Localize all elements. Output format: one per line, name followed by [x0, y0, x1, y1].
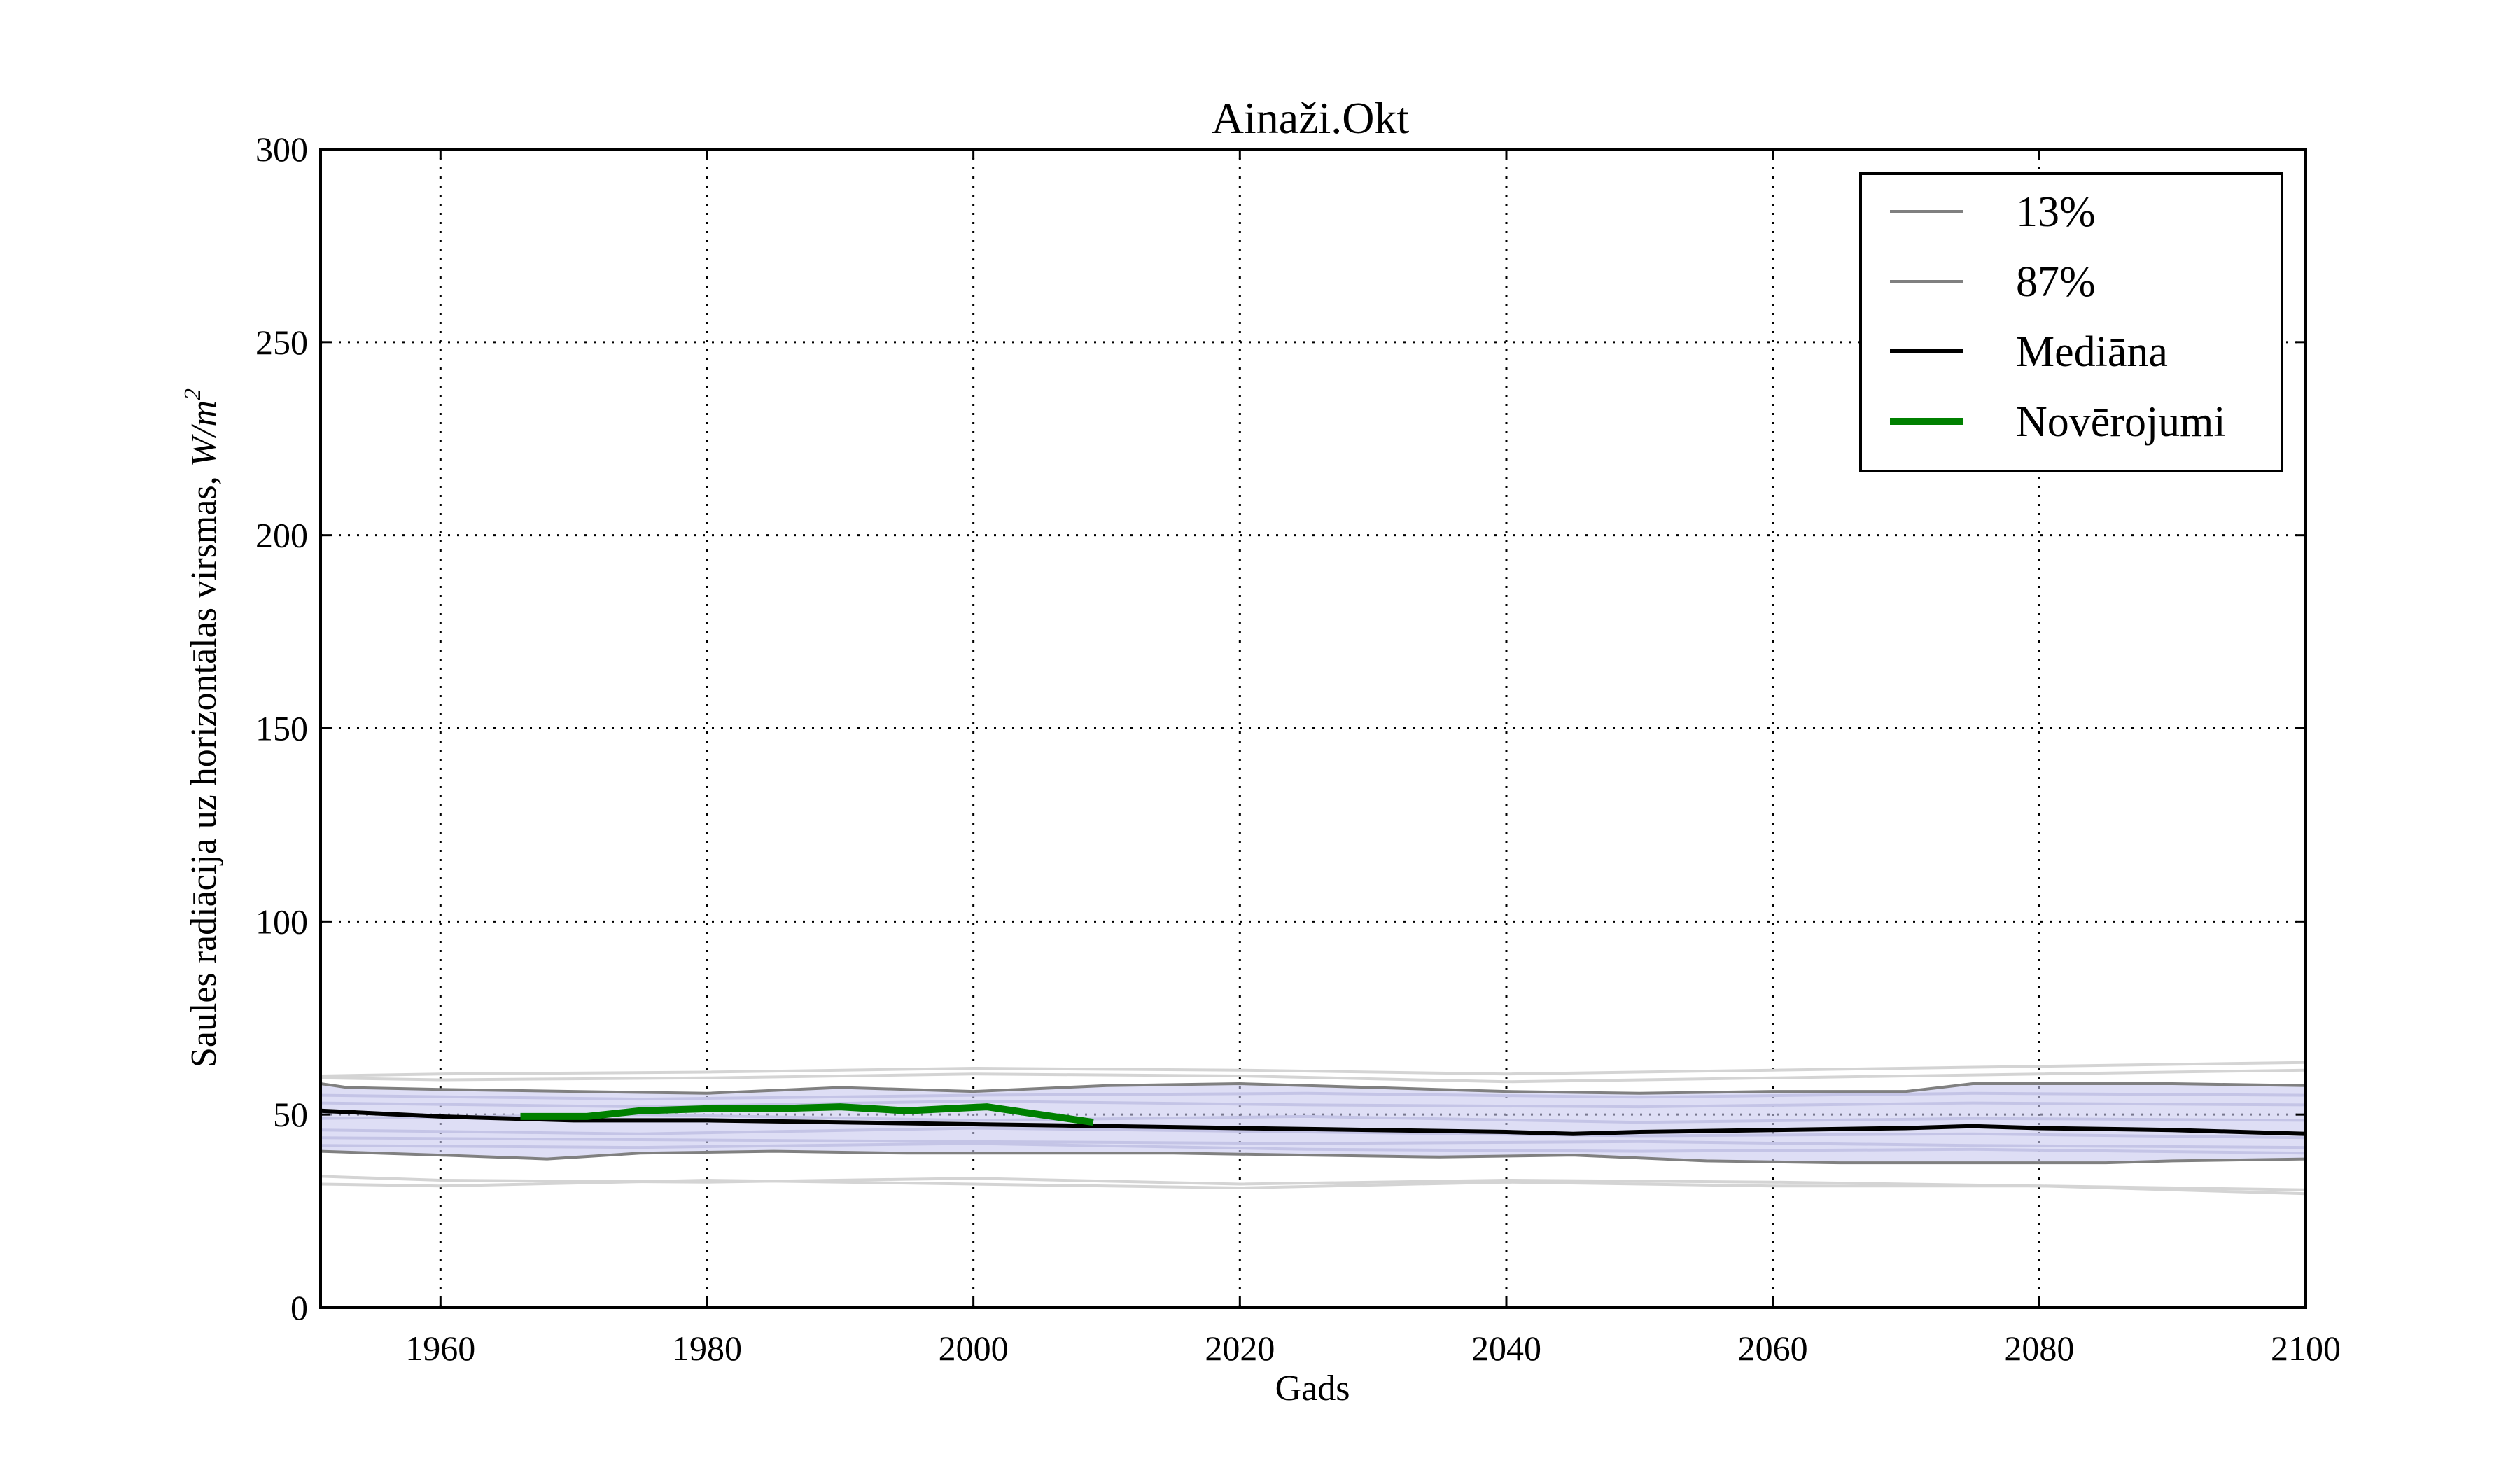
y-tick-label: 200 — [255, 516, 308, 555]
y-tick-label: 0 — [290, 1288, 308, 1327]
y-axis-title-text: Saules radiācija uz horizontālas virsmas… — [184, 467, 224, 1068]
legend-label: Novērojumi — [2016, 398, 2226, 446]
ensemble-member-line — [320, 1113, 2306, 1124]
y-tick-label: 250 — [255, 323, 308, 362]
series-line-percentile — [320, 1149, 2306, 1165]
ensemble-member-line — [320, 1060, 2306, 1077]
x-axis: 1960 1980 2000 2020 2040 2060 2080 2100 — [405, 149, 2341, 1368]
x-tick-label: 2080 — [2004, 1329, 2074, 1368]
series-line-median — [320, 1108, 2306, 1136]
ensemble-member-line — [320, 1142, 2306, 1155]
y-tick-label: 100 — [255, 902, 308, 941]
y-axis: 0 50 100 150 200 250 300 — [255, 130, 2306, 1327]
ensemble-member-line — [320, 1136, 2306, 1149]
series-line-percentile — [320, 1082, 2306, 1095]
x-tick-label: 2100 — [2271, 1329, 2341, 1368]
x-tick-label: 1980 — [672, 1329, 742, 1368]
legend-label: 87% — [2016, 258, 2096, 306]
y-tick-label: 300 — [255, 130, 308, 169]
ensemble-member-line — [320, 1178, 2306, 1196]
x-tick-label: 2000 — [939, 1329, 1009, 1368]
y-axis-title-unit: W/m — [184, 400, 224, 467]
y-axis-title-exponent: 2 — [180, 388, 206, 400]
ensemble-lines — [320, 1060, 2306, 1196]
series-lines — [320, 1082, 2306, 1165]
y-tick-label: 150 — [255, 709, 308, 748]
x-axis-title: Gads — [1275, 1368, 1350, 1408]
x-tick-label: 2040 — [1471, 1329, 1541, 1368]
ensemble-member-line — [320, 1091, 2306, 1101]
y-axis-title: Saules radiācija uz horizontālas virsmas… — [180, 388, 224, 1068]
x-tick-label: 2020 — [1205, 1329, 1275, 1368]
legend-label: Mediāna — [2016, 328, 2168, 376]
series-line-observations — [520, 1103, 1094, 1126]
chart-title: Ainaži.Okt — [1212, 93, 1410, 143]
ensemble-member-line — [320, 1068, 2306, 1084]
ensemble-member-line — [320, 1126, 2306, 1140]
legend: 13% 87% Mediāna Novērojumi — [1859, 172, 2283, 472]
y-tick-label: 50 — [273, 1095, 308, 1134]
ensemble-member-line — [320, 1099, 2306, 1109]
x-tick-label: 2060 — [1738, 1329, 1808, 1368]
legend-label: 13% — [2016, 188, 2096, 236]
x-tick-label: 1960 — [405, 1329, 475, 1368]
